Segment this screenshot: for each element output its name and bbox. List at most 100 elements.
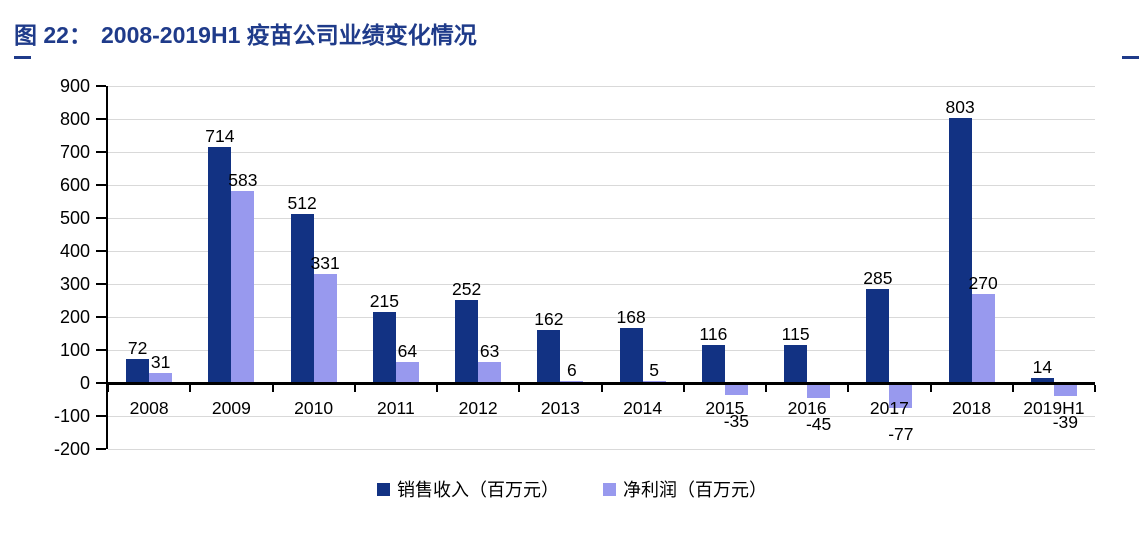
data-label: 116: [699, 323, 728, 344]
data-label: 162: [534, 308, 564, 329]
y-axis-label: 900: [59, 76, 90, 96]
y-axis-label: 400: [59, 241, 90, 261]
revenue-bar: [619, 327, 643, 383]
profit-bar: [231, 190, 255, 383]
plot-gridline: [108, 185, 1095, 186]
data-label: -35: [723, 410, 750, 431]
x-axis-tick: [271, 385, 274, 392]
revenue-bar: [208, 147, 232, 383]
y-axis-tick: [96, 382, 106, 384]
x-axis-label: 2019H1: [1023, 398, 1085, 418]
y-axis-tick: [96, 316, 106, 318]
x-axis-tick: [765, 385, 767, 392]
plot-gridline: [108, 284, 1095, 285]
revenue-bar: [290, 214, 314, 383]
x-axis-tick: [847, 385, 850, 392]
y-axis-tick: [96, 151, 106, 153]
data-label: 72: [127, 338, 148, 359]
y-axis-tick: [96, 184, 106, 186]
title-underline-dash-left: [14, 56, 31, 59]
x-axis-tick: [518, 385, 521, 392]
x-axis-label: 2018: [952, 398, 992, 418]
profit-bar: [807, 383, 831, 398]
data-label: 168: [616, 306, 646, 327]
profit-bar: [971, 293, 995, 383]
x-axis-line: [106, 382, 1095, 385]
data-label: 714: [205, 126, 235, 147]
data-label: 115: [781, 324, 810, 345]
plot-gridline: [108, 218, 1095, 219]
data-label: 6: [567, 360, 577, 381]
data-label: 215: [369, 291, 399, 312]
data-label: 5: [649, 360, 659, 381]
y-axis-label: 200: [59, 307, 90, 327]
x-axis-tick: [1011, 385, 1014, 392]
y-axis-tick: [96, 283, 106, 285]
y-axis-tick: [96, 415, 106, 417]
revenue-bar: [126, 359, 150, 383]
x-axis-label: 2016: [787, 398, 827, 418]
legend-label-revenue: 销售收入（百万元）: [397, 480, 559, 500]
y-axis-label: 100: [59, 340, 90, 360]
x-axis-label: 2008: [129, 398, 169, 418]
y-axis-tick: [96, 118, 106, 120]
x-axis-label: 2017: [869, 398, 909, 418]
x-axis-tick: [682, 385, 685, 392]
figure-number: 图 22：: [14, 22, 92, 48]
plot-gridline: [108, 416, 1095, 417]
chart-legend: 销售收入（百万元） 净利润（百万元）: [0, 476, 1144, 502]
y-axis-label: -100: [53, 406, 90, 426]
data-label: 270: [968, 272, 998, 293]
plot-gridline: [108, 317, 1095, 318]
x-axis-tick: [353, 385, 356, 392]
legend-swatch-revenue: [377, 482, 390, 496]
revenue-bar: [372, 312, 396, 383]
x-axis-label: 2015: [705, 398, 745, 418]
data-label: 14: [1032, 357, 1053, 378]
profit-bar: [889, 383, 913, 409]
y-axis-label: 500: [59, 208, 90, 228]
x-axis-tick: [929, 385, 932, 392]
x-axis-tick: [107, 385, 109, 392]
y-axis-tick: [96, 250, 106, 252]
legend-swatch-profit: [603, 482, 616, 496]
plot-gridline: [108, 449, 1095, 450]
profit-bar: [395, 361, 419, 383]
plot-gridline: [108, 119, 1095, 120]
data-label: 31: [150, 351, 171, 372]
x-axis-label: 2012: [458, 398, 498, 418]
data-label: 64: [397, 340, 418, 361]
x-axis-label: 2014: [623, 398, 663, 418]
y-axis-label: 600: [59, 175, 90, 195]
data-label: -45: [805, 413, 832, 434]
data-label: 512: [287, 193, 317, 214]
revenue-bar: [537, 329, 561, 383]
y-axis-tick: [96, 85, 106, 87]
data-label: 285: [863, 267, 893, 288]
y-axis-label: 700: [59, 142, 90, 162]
data-label: -39: [1052, 411, 1079, 432]
data-label: 583: [228, 169, 258, 190]
y-axis-tick: [96, 349, 106, 351]
x-axis-tick: [1094, 385, 1096, 392]
legend-item-profit: 净利润（百万元）: [603, 476, 767, 502]
figure-title: 图 22： 2008-2019H1 疫苗公司业绩变化情况: [14, 20, 477, 50]
figure-title-text: 2008-2019H1 疫苗公司业绩变化情况: [100, 22, 477, 48]
profit-bar: [313, 273, 337, 383]
y-axis-label: -200: [53, 439, 90, 459]
y-axis-tick: [96, 217, 106, 219]
y-axis-label: 0: [79, 373, 90, 393]
x-axis-tick: [600, 385, 603, 392]
data-label: 63: [479, 341, 500, 362]
plot-gridline: [108, 350, 1095, 351]
revenue-bar: [948, 118, 972, 383]
plot-gridline: [108, 86, 1095, 87]
revenue-bar: [1030, 378, 1054, 383]
plot-gridline: [108, 152, 1095, 153]
profit-bar: [724, 383, 748, 395]
title-underline-dash-right: [1122, 56, 1139, 59]
y-axis-line: [106, 86, 108, 449]
data-label: -77: [888, 424, 914, 445]
data-label: 252: [452, 278, 482, 299]
